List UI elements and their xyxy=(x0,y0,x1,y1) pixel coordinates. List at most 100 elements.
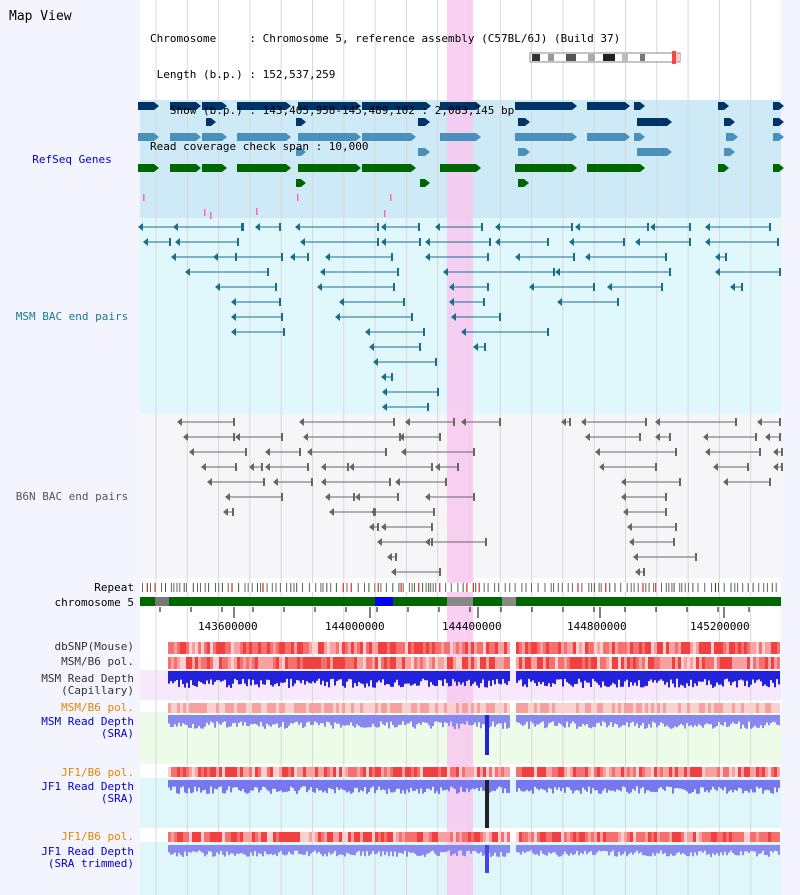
polymorphism-cell xyxy=(687,767,690,777)
polymorphism-cell xyxy=(762,657,765,669)
polymorphism-cell xyxy=(531,642,534,654)
polymorphism-cell xyxy=(291,642,294,654)
depth-bar xyxy=(732,780,734,793)
depth-bar xyxy=(390,715,392,722)
depth-bar xyxy=(614,671,616,685)
depth-bar xyxy=(364,671,366,688)
depth-bar xyxy=(472,780,474,789)
polymorphism-cell xyxy=(240,657,243,669)
refseq-gene xyxy=(154,133,159,141)
polymorphism-cell xyxy=(222,642,225,654)
bac-end xyxy=(371,508,376,516)
polymorphism-cell xyxy=(624,642,627,654)
depth-bar xyxy=(324,845,326,855)
polymorphism-cell xyxy=(729,642,732,654)
polymorphism-cell xyxy=(321,642,324,654)
depth-bar xyxy=(662,715,664,724)
repeat-element xyxy=(450,583,452,592)
depth-bar xyxy=(322,845,324,857)
polymorphism-cell xyxy=(273,703,276,713)
bac-end xyxy=(431,463,433,471)
polymorphism-cell xyxy=(366,703,369,713)
dbsnp-track-label[interactable]: dbSNP(Mouse) xyxy=(54,640,134,653)
depth-bar xyxy=(340,715,342,728)
depth-bar xyxy=(644,715,646,729)
polymorphism-cell xyxy=(306,657,309,669)
refseq-track-label[interactable]: RefSeq Genes xyxy=(32,153,112,166)
depth-bar xyxy=(556,780,558,790)
polymorphism-cell xyxy=(474,767,477,777)
jf1-b6-pol-label[interactable]: JF1/B6 pol. xyxy=(61,766,134,779)
depth-bar xyxy=(218,845,220,855)
depth-bar xyxy=(590,845,592,852)
polymorphism-cell xyxy=(618,657,621,669)
polymorphism-cell xyxy=(579,657,582,669)
depth-bar xyxy=(444,715,446,723)
polymorphism-cell xyxy=(738,832,741,842)
polymorphism-cell xyxy=(540,767,543,777)
depth-bar xyxy=(580,780,582,794)
msm-depth-sra-label-2[interactable]: (SRA) xyxy=(100,727,134,740)
bac-end xyxy=(621,493,626,501)
polymorphism-cell xyxy=(558,657,561,669)
jf1-depth-trim-label-2[interactable]: (SRA trimmed) xyxy=(47,857,134,870)
depth-bar xyxy=(444,780,446,791)
polymorphism-cell xyxy=(372,703,375,713)
polymorphism-cell xyxy=(606,767,609,777)
depth-bar xyxy=(378,715,380,728)
polymorphism-cell xyxy=(522,767,525,777)
msm-b6-pol-label[interactable]: MSM/B6 pol. xyxy=(61,655,134,668)
depth-bar xyxy=(708,780,710,793)
polymorphism-cell xyxy=(222,657,225,669)
selection-highlight xyxy=(447,0,473,895)
depth-bar xyxy=(768,780,770,791)
depth-bar xyxy=(194,780,196,787)
polymorphism-cell xyxy=(678,703,681,713)
jf1-b6-pol-label-2[interactable]: JF1/B6 pol. xyxy=(61,830,134,843)
bac-end xyxy=(457,463,459,471)
polymorphism-cell xyxy=(636,657,639,669)
depth-bar xyxy=(572,671,574,687)
depth-bar xyxy=(562,671,564,687)
polymorphism-cell xyxy=(258,832,261,842)
jf1-depth-sra-label-2[interactable]: (SRA) xyxy=(100,792,134,805)
chromosome-ideogram[interactable] xyxy=(529,51,681,64)
depth-bar xyxy=(436,780,438,792)
depth-bar xyxy=(492,671,494,681)
depth-bar xyxy=(234,671,236,679)
polymorphism-cell xyxy=(672,642,675,654)
depth-bar xyxy=(620,671,622,687)
msm-depth-cap-label-2[interactable]: (Capillary) xyxy=(61,684,134,697)
msm-depth-cap-label-1[interactable]: MSM Read Depth xyxy=(41,672,134,685)
depth-bar xyxy=(610,671,612,686)
bac-end xyxy=(232,508,234,516)
header-show: Show (b.p.) : 143,405,958-145,489,102 : … xyxy=(150,104,515,117)
polymorphism-cell xyxy=(771,703,774,713)
msm-depth-sra-label-1[interactable]: MSM Read Depth xyxy=(41,715,134,728)
depth-bar xyxy=(504,715,506,723)
jf1-depth-sra-label-1[interactable]: JF1 Read Depth xyxy=(41,780,134,793)
depth-bar xyxy=(306,671,308,682)
b6n-bac-track-label[interactable]: B6N BAC end pairs xyxy=(15,490,129,503)
depth-bar xyxy=(658,780,660,789)
polymorphism-cell xyxy=(483,642,486,654)
polymorphism-cell xyxy=(612,657,615,669)
polymorphism-cell xyxy=(252,642,255,654)
depth-bar xyxy=(442,845,444,853)
bac-end xyxy=(381,523,386,531)
msm-bac-track-label[interactable]: MSM BAC end pairs xyxy=(15,310,129,323)
depth-bar xyxy=(332,780,334,790)
msm-b6-pol-label-2[interactable]: MSM/B6 pol. xyxy=(61,701,134,714)
depth-bar xyxy=(298,715,300,725)
depth-bar xyxy=(496,845,498,857)
jf1-depth-trim-label-1[interactable]: JF1 Read Depth xyxy=(41,845,134,858)
depth-bar xyxy=(180,780,182,788)
polymorphism-cell xyxy=(438,657,441,669)
polymorphism-cell xyxy=(366,832,369,842)
bac-end xyxy=(741,283,743,291)
repeat-element xyxy=(544,583,546,592)
repeat-element xyxy=(711,583,712,592)
depth-bar xyxy=(364,845,366,857)
depth-bar xyxy=(314,845,316,851)
